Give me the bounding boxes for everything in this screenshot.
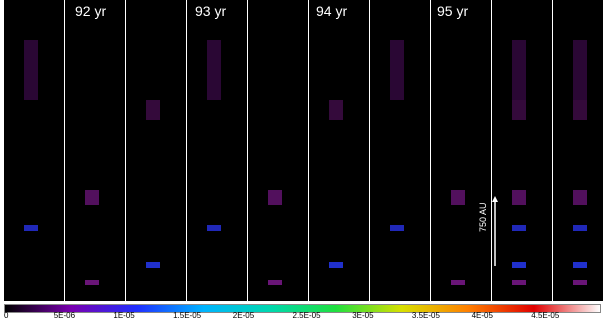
colorbar-tick-label: 0 [4,311,9,320]
emission-blob [573,190,587,205]
emission-blob [329,262,343,268]
emission-blob [390,225,404,231]
emission-blob [512,280,526,285]
colorbar-tick-label: 4.5E-05 [531,311,560,320]
colorbar-tick-label: 1E-05 [113,311,135,320]
emission-blob [512,262,526,268]
emission-blob [512,100,526,120]
image-panel [65,0,125,301]
emission-blob [207,225,221,231]
image-panel [187,0,247,301]
emission-blob [24,40,38,100]
emission-blob [268,280,282,285]
emission-blob [512,190,526,205]
emission-blob [573,280,587,285]
colorbar-tick-label: 3.5E-05 [411,311,440,320]
emission-blob [146,100,160,120]
emission-blob [573,225,587,231]
emission-blob [451,280,465,285]
emission-blob [24,225,38,231]
scale-bar-arrow [492,196,498,266]
image-panel [553,0,603,301]
year-label-93: 93 yr [195,3,227,19]
emission-blob [268,190,282,205]
emission-blob [85,280,99,285]
emission-blob [573,40,587,100]
colorbar [4,304,601,313]
emission-blob [146,262,160,268]
panel-divider [247,0,248,301]
image-panel [431,0,491,301]
panel-divider [430,0,431,301]
panel-divider [552,0,553,301]
image-panel [492,0,552,301]
emission-blob [207,40,221,100]
year-label-94: 94 yr [316,3,348,19]
emission-blob [329,100,343,120]
emission-blob [512,225,526,231]
panel-divider [125,0,126,301]
emission-blob [512,40,526,100]
image-panel [126,0,186,301]
image-panel [4,0,64,301]
year-label-95: 95 yr [437,3,469,19]
image-panel [309,0,369,301]
image-panel [248,0,308,301]
image-panels [4,0,603,301]
panel-divider [491,0,492,301]
emission-blob [573,100,587,120]
panel-divider [64,0,65,301]
emission-blob [573,262,587,268]
colorbar-tick-label: 2E-05 [232,311,255,320]
colorbar-tick-label: 2.5E-05 [292,311,321,320]
colorbar-tick-label: 1.5E-05 [173,311,202,320]
colorbar-tick-label: 5E-06 [53,311,76,320]
colorbar-tick-label: 3E-05 [352,311,374,320]
emission-blob [85,190,99,205]
colorbar-tick-label: 4E-05 [471,311,493,320]
year-label-92: 92 yr [75,3,107,19]
scale-bar-label: 750 AU [478,202,488,232]
panel-divider [308,0,309,301]
panel-divider [369,0,370,301]
panel-divider [186,0,187,301]
emission-blob [390,40,404,100]
image-panel [370,0,430,301]
emission-blob [451,190,465,205]
